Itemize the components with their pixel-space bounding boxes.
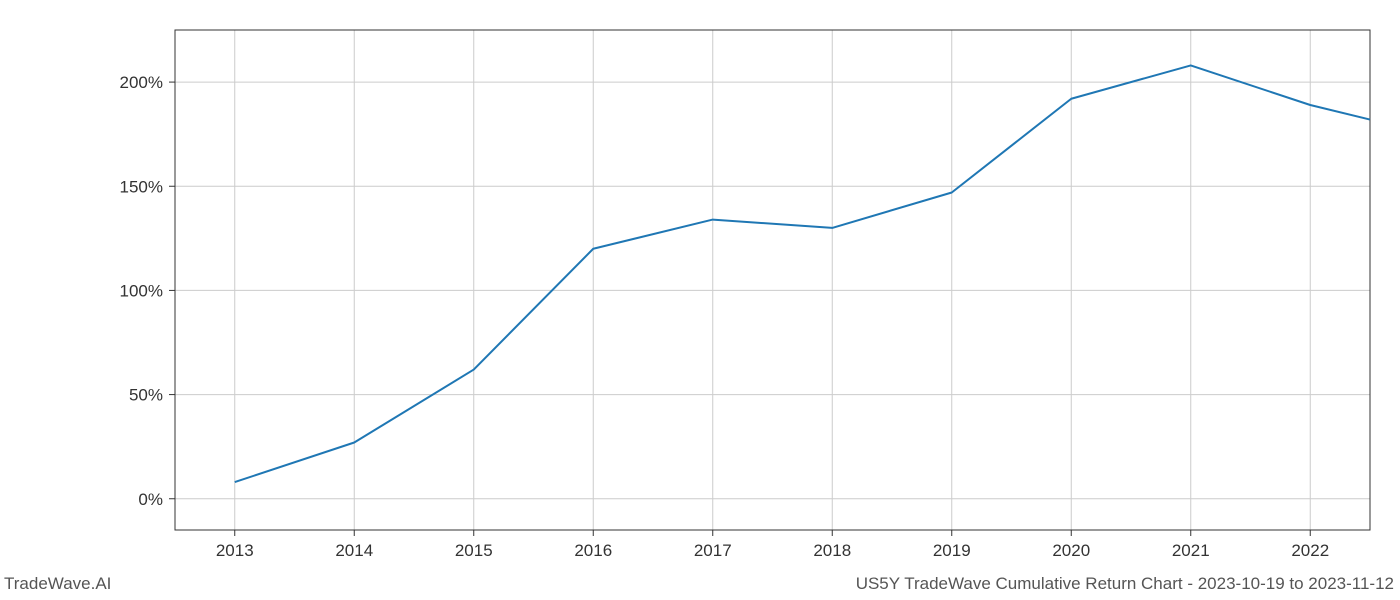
y-tick-label: 100% xyxy=(120,281,163,300)
x-tick-label: 2020 xyxy=(1052,541,1090,560)
y-tick-label: 50% xyxy=(129,386,163,405)
y-tick-label: 0% xyxy=(138,490,163,509)
footer-caption: US5Y TradeWave Cumulative Return Chart -… xyxy=(856,574,1394,594)
footer-brand: TradeWave.AI xyxy=(4,574,111,594)
x-tick-label: 2018 xyxy=(813,541,851,560)
line-chart: 2013 2014 2015 2016 2017 2018 2019 2020 2021 2022… xyxy=(0,0,1400,600)
x-tick-label: 2016 xyxy=(574,541,612,560)
x-tick-label: 2022 xyxy=(1291,541,1329,560)
chart-bg xyxy=(0,0,1400,600)
x-tick-label: 2019 xyxy=(933,541,971,560)
x-tick-label: 2017 xyxy=(694,541,732,560)
chart-container: 2013 2014 2015 2016 2017 2018 2019 2020 2021 2022… xyxy=(0,0,1400,600)
x-tick-label: 2015 xyxy=(455,541,493,560)
x-tick-label: 2013 xyxy=(216,541,254,560)
y-tick-label: 150% xyxy=(120,177,163,196)
x-tick-label: 2021 xyxy=(1172,541,1210,560)
x-tick-label: 2014 xyxy=(335,541,373,560)
y-tick-label: 200% xyxy=(120,73,163,92)
